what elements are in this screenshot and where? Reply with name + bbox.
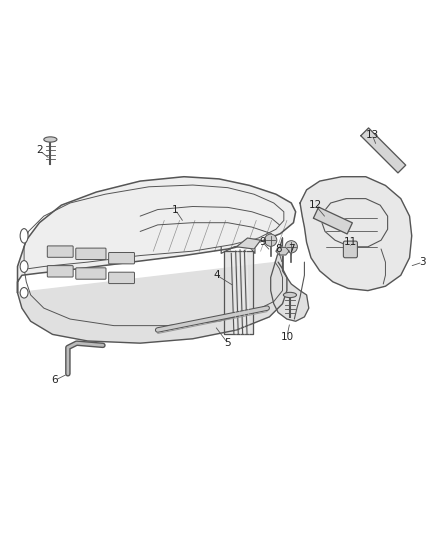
Polygon shape — [18, 177, 296, 293]
FancyBboxPatch shape — [343, 241, 357, 258]
Ellipse shape — [283, 292, 297, 297]
FancyBboxPatch shape — [47, 265, 73, 277]
Text: 4: 4 — [213, 270, 220, 280]
Ellipse shape — [20, 287, 28, 298]
Ellipse shape — [20, 261, 28, 272]
Polygon shape — [18, 262, 287, 343]
Text: 5: 5 — [224, 338, 231, 348]
Polygon shape — [361, 128, 406, 173]
Polygon shape — [224, 251, 253, 334]
Polygon shape — [300, 177, 412, 290]
Polygon shape — [237, 238, 261, 249]
Text: 10: 10 — [280, 332, 293, 342]
FancyBboxPatch shape — [109, 272, 134, 284]
Polygon shape — [314, 207, 352, 234]
Text: 13: 13 — [366, 130, 379, 140]
FancyBboxPatch shape — [76, 248, 106, 260]
Ellipse shape — [44, 137, 57, 142]
Text: 6: 6 — [51, 375, 58, 385]
Text: 12: 12 — [309, 200, 322, 210]
Text: 3: 3 — [419, 257, 426, 267]
Polygon shape — [271, 238, 309, 321]
Ellipse shape — [20, 229, 28, 243]
Text: 11: 11 — [344, 237, 357, 247]
FancyBboxPatch shape — [47, 246, 73, 257]
FancyBboxPatch shape — [109, 253, 134, 264]
Text: 7: 7 — [288, 244, 295, 254]
Text: 1: 1 — [172, 205, 179, 215]
Text: 8: 8 — [275, 244, 282, 254]
Circle shape — [265, 234, 277, 246]
Polygon shape — [276, 247, 289, 255]
Circle shape — [285, 241, 297, 253]
FancyBboxPatch shape — [76, 268, 106, 279]
Text: 9: 9 — [259, 237, 266, 247]
Text: 2: 2 — [36, 146, 43, 156]
